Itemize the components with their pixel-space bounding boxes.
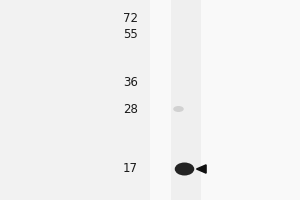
Bar bbox=[150, 0, 300, 200]
Text: 28: 28 bbox=[123, 103, 138, 116]
Text: 72: 72 bbox=[123, 12, 138, 25]
Polygon shape bbox=[196, 165, 206, 173]
Text: 17: 17 bbox=[123, 162, 138, 176]
Text: 36: 36 bbox=[123, 76, 138, 90]
Text: 55: 55 bbox=[123, 28, 138, 42]
Bar bbox=[171, 0, 201, 200]
Ellipse shape bbox=[175, 162, 194, 176]
Ellipse shape bbox=[173, 106, 184, 112]
